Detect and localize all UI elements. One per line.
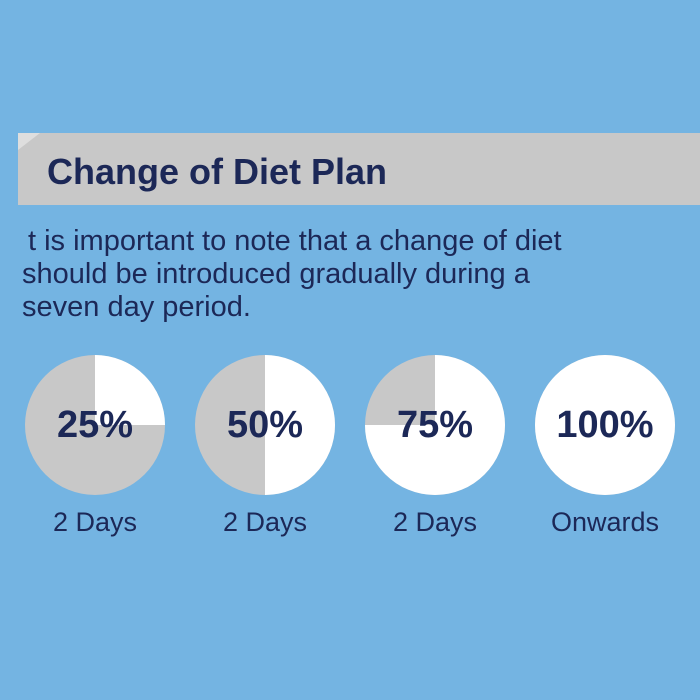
percent-label: 50%	[227, 404, 303, 446]
percent-label: 100%	[556, 404, 653, 446]
body-line: seven day period.	[22, 291, 251, 323]
step-caption: 2 Days	[53, 507, 137, 537]
percent-label: 75%	[397, 404, 473, 446]
pie-slice	[365, 355, 505, 495]
body-line: t is important to note that a change of …	[28, 225, 562, 257]
percent-label: 25%	[57, 404, 133, 446]
pie-slice	[95, 355, 165, 425]
body-line: should be introduced gradually during a	[22, 258, 531, 290]
pie-slice	[535, 355, 675, 495]
title-banner	[18, 133, 700, 205]
pie-slice	[265, 355, 335, 495]
step-caption: Onwards	[551, 507, 659, 537]
banner-corner	[18, 133, 40, 150]
step-caption: 2 Days	[393, 507, 477, 537]
title: Change of Diet Plan	[47, 151, 387, 192]
step-caption: 2 Days	[223, 507, 307, 537]
